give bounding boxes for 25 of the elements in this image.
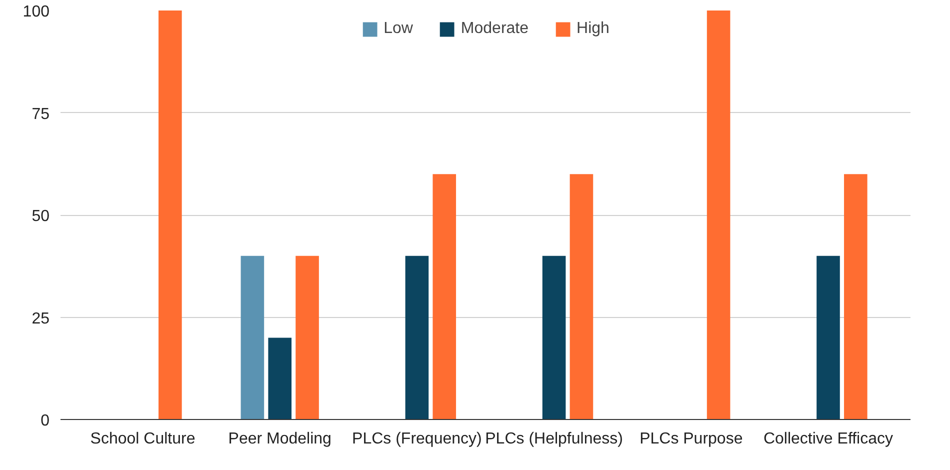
legend-label: High [576,20,610,38]
bar [296,256,319,420]
legend-label: Moderate [460,20,529,38]
y-tick-label: 75 [32,106,50,123]
x-tick-label: Collective Efficacy [763,430,894,448]
bar [405,256,429,420]
bar [816,256,840,420]
bar [844,174,868,420]
x-tick-label: PLCs Purpose [640,430,743,448]
y-tick-label: 100 [22,4,50,20]
bar [240,256,264,420]
x-tick-label: Peer Modeling [228,430,332,448]
x-tick-label: PLCs (Helpfulness) [485,430,623,448]
y-tick-label: 50 [32,208,50,225]
bar [158,10,182,420]
bar [706,10,730,420]
bar [542,256,566,420]
y-tick-label: 0 [40,412,50,430]
bar [432,174,456,420]
y-tick-label: 25 [32,310,50,328]
bar [268,338,292,420]
bar [570,174,594,420]
x-tick-label: PLCs (Frequency) [352,430,482,448]
x-tick-label: School Culture [90,430,196,448]
legend-label: Low [384,20,413,38]
